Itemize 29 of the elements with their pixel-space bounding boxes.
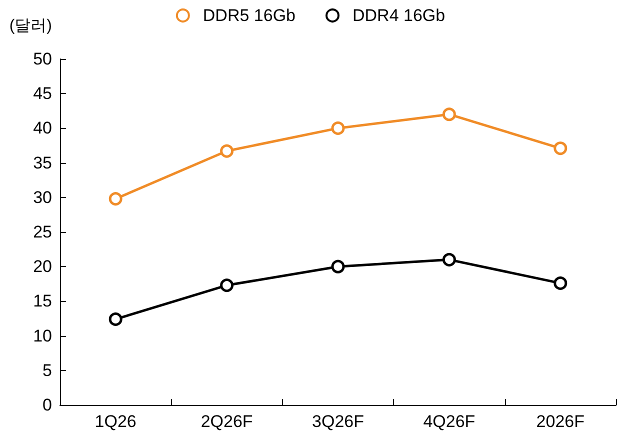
y-axis-title: (달러) bbox=[9, 18, 52, 34]
y-tick-label: 25 bbox=[33, 222, 52, 242]
x-tick-label: 1Q26 bbox=[94, 412, 136, 431]
y-tick-label: 15 bbox=[33, 292, 52, 311]
y-tick-label: 0 bbox=[42, 396, 52, 414]
point bbox=[331, 121, 345, 135]
y-tick-label: 50 bbox=[33, 50, 52, 68]
legend-label: DDR4 16Gb bbox=[352, 6, 446, 25]
x-tick-label: 2Q26F bbox=[200, 412, 253, 431]
point bbox=[442, 252, 456, 266]
point bbox=[331, 260, 345, 274]
x-tick-label: 2026F bbox=[536, 412, 584, 431]
point bbox=[108, 192, 122, 206]
point bbox=[554, 142, 568, 156]
y-tick-label: 35 bbox=[33, 153, 52, 172]
y-tick-label: 5 bbox=[42, 360, 52, 380]
x-tick-label: 3Q26F bbox=[312, 412, 364, 431]
y-tick-label: 30 bbox=[33, 188, 52, 207]
x-tick-label: 4Q26F bbox=[423, 412, 476, 431]
point bbox=[220, 144, 234, 158]
y-tick-label: 20 bbox=[33, 257, 52, 276]
y-tick-label: 40 bbox=[33, 118, 52, 138]
point bbox=[554, 276, 568, 290]
y-tick-label: 45 bbox=[33, 84, 52, 104]
point bbox=[108, 312, 122, 326]
legend-label: DDR5 16Gb bbox=[202, 6, 296, 25]
point bbox=[220, 278, 234, 292]
y-tick-label: 10 bbox=[33, 326, 52, 346]
point bbox=[442, 108, 456, 122]
